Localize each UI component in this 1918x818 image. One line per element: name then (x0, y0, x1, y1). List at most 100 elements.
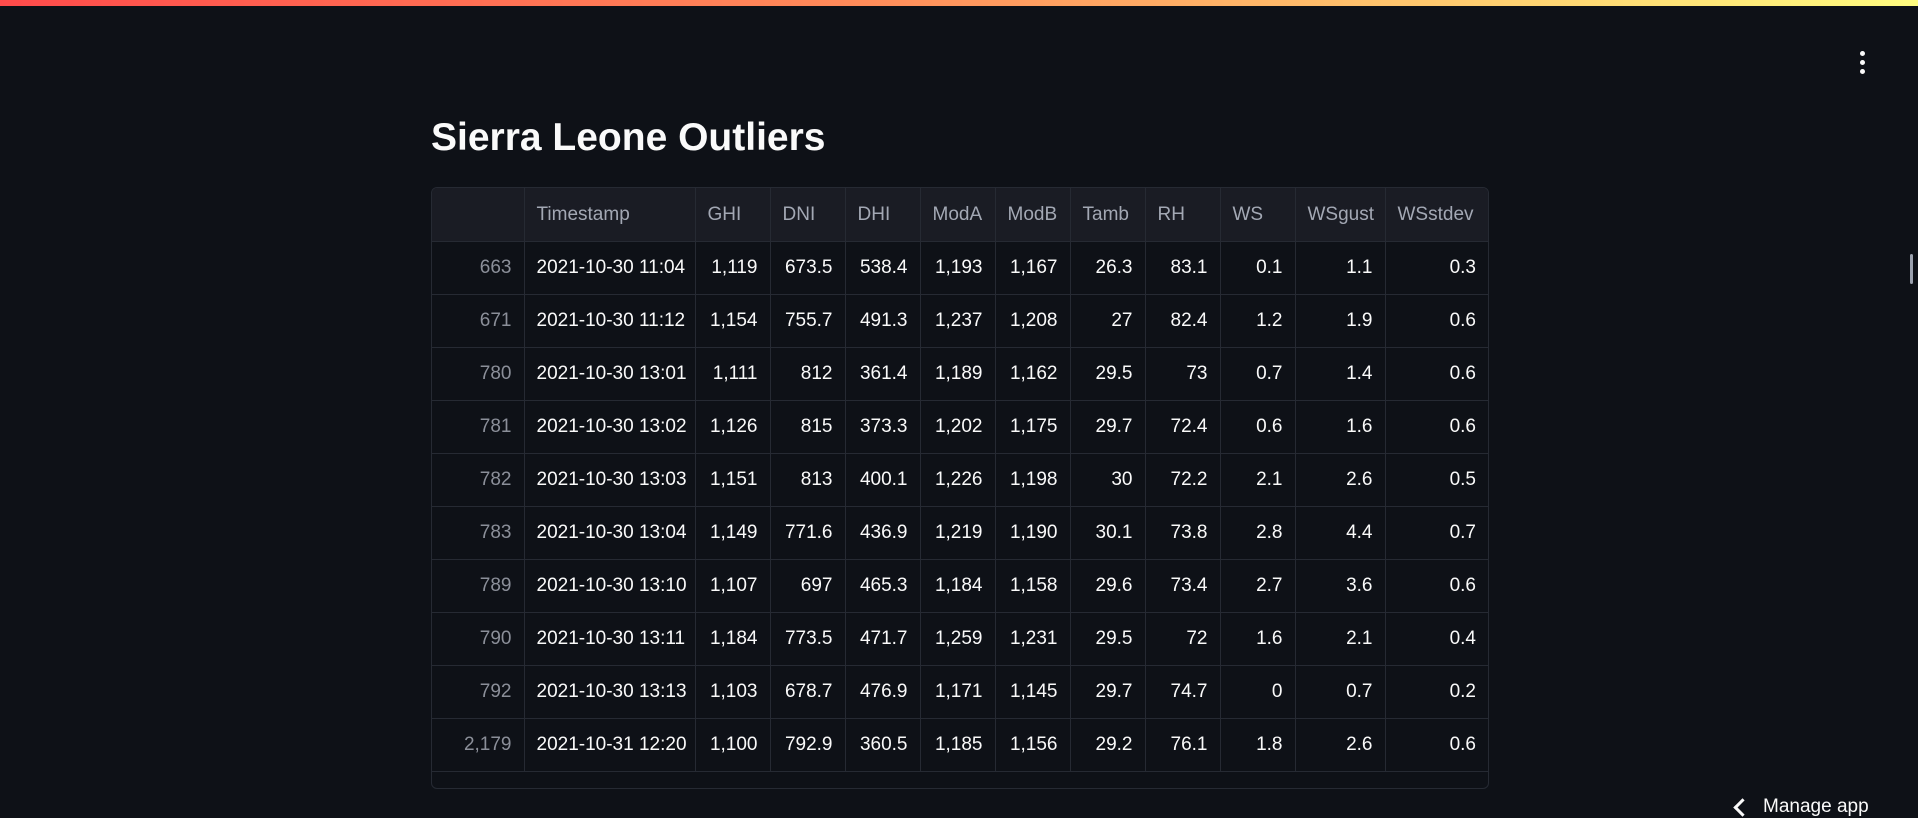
table-cell[interactable]: 436.9 (845, 506, 921, 560)
table-row[interactable]: 781 2021-10-30 13:02 1,126 815 373.3 1,202 1,1… (432, 400, 1488, 454)
table-cell[interactable]: 1,162 (995, 347, 1071, 401)
table-cell[interactable]: 1,171 (920, 665, 996, 719)
table-cell[interactable]: 1,107 (695, 559, 771, 613)
row-index-cell[interactable]: 783 (432, 506, 525, 560)
table-cell[interactable]: 773.5 (770, 612, 846, 666)
column-header-modb[interactable]: ModB (995, 188, 1071, 242)
table-cell[interactable]: 1.8 (1220, 718, 1296, 772)
table-cell[interactable]: 2021-10-30 11:12 (524, 294, 696, 348)
table-cell[interactable]: 76.1 (1145, 718, 1221, 772)
column-header-rh[interactable]: RH (1145, 188, 1221, 242)
table-cell[interactable]: 1,237 (920, 294, 996, 348)
table-cell[interactable]: 0.6 (1385, 718, 1488, 772)
column-header-wsstdev[interactable]: WSstdev (1385, 188, 1488, 242)
column-header-dni[interactable]: DNI (770, 188, 846, 242)
table-cell[interactable]: 1,193 (920, 241, 996, 295)
row-index-cell[interactable]: 780 (432, 347, 525, 401)
table-row[interactable]: 671 2021-10-30 11:12 1,154 755.7 491.3 1,237 1… (432, 294, 1488, 348)
table-cell[interactable]: 1,185 (920, 718, 996, 772)
table-cell[interactable]: 2021-10-30 13:03 (524, 453, 696, 507)
table-cell[interactable]: 29.2 (1070, 718, 1146, 772)
table-cell[interactable]: 83.1 (1145, 241, 1221, 295)
table-cell[interactable]: 3.6 (1295, 559, 1386, 613)
table-cell[interactable]: 72.4 (1145, 400, 1221, 454)
table-cell[interactable]: 82.4 (1145, 294, 1221, 348)
table-cell[interactable]: 1,189 (920, 347, 996, 401)
page-scrollbar-thumb[interactable] (1910, 254, 1913, 284)
main-menu-button[interactable] (1844, 44, 1880, 80)
table-cell[interactable]: 0.4 (1385, 612, 1488, 666)
table-cell[interactable]: 678.7 (770, 665, 846, 719)
table-cell[interactable]: 29.7 (1070, 665, 1146, 719)
table-cell[interactable]: 2021-10-30 13:04 (524, 506, 696, 560)
table-cell[interactable]: 0.7 (1295, 665, 1386, 719)
table-cell[interactable]: 1,184 (695, 612, 771, 666)
row-index-cell[interactable]: 781 (432, 400, 525, 454)
table-cell[interactable]: 2021-10-30 11:04 (524, 241, 696, 295)
table-row[interactable]: 792 2021-10-30 13:13 1,103 678.7 476.9 1,171 1… (432, 665, 1488, 719)
table-cell[interactable]: 538.4 (845, 241, 921, 295)
table-cell[interactable]: 755.7 (770, 294, 846, 348)
table-cell[interactable]: 0.1 (1220, 241, 1296, 295)
table-row[interactable]: 789 2021-10-30 13:10 1,107 697 465.3 1,184 1,1… (432, 559, 1488, 613)
table-cell[interactable]: 29.6 (1070, 559, 1146, 613)
table-cell[interactable]: 29.5 (1070, 612, 1146, 666)
table-cell[interactable]: 1,219 (920, 506, 996, 560)
row-index-cell[interactable]: 671 (432, 294, 525, 348)
table-cell[interactable]: 1.4 (1295, 347, 1386, 401)
table-cell[interactable]: 1.6 (1220, 612, 1296, 666)
table-cell[interactable]: 812 (770, 347, 846, 401)
table-cell[interactable]: 1,154 (695, 294, 771, 348)
table-cell[interactable]: 0.6 (1385, 347, 1488, 401)
table-cell[interactable]: 1.9 (1295, 294, 1386, 348)
table-cell[interactable]: 1.6 (1295, 400, 1386, 454)
table-cell[interactable]: 373.3 (845, 400, 921, 454)
table-row[interactable]: 783 2021-10-30 13:04 1,149 771.6 436.9 1,219 1… (432, 506, 1488, 560)
table-cell[interactable]: 361.4 (845, 347, 921, 401)
table-cell[interactable]: 2021-10-30 13:13 (524, 665, 696, 719)
column-header-ghi[interactable]: GHI (695, 188, 771, 242)
table-cell[interactable]: 0.6 (1220, 400, 1296, 454)
table-cell[interactable]: 1,158 (995, 559, 1071, 613)
table-cell[interactable]: 0.6 (1385, 400, 1488, 454)
table-cell[interactable]: 2021-10-30 13:02 (524, 400, 696, 454)
table-cell[interactable]: 27 (1070, 294, 1146, 348)
table-cell[interactable]: 476.9 (845, 665, 921, 719)
table-cell[interactable]: 0.5 (1385, 453, 1488, 507)
table-cell[interactable]: 0.6 (1385, 559, 1488, 613)
table-cell[interactable]: 1,119 (695, 241, 771, 295)
table-cell[interactable]: 2.6 (1295, 718, 1386, 772)
table-cell[interactable]: 697 (770, 559, 846, 613)
table-cell[interactable]: 1,149 (695, 506, 771, 560)
table-cell[interactable]: 813 (770, 453, 846, 507)
manage-app-button[interactable]: Manage app (1730, 796, 1869, 818)
table-cell[interactable]: 1,202 (920, 400, 996, 454)
column-header-timestamp[interactable]: Timestamp (524, 188, 696, 242)
table-cell[interactable]: 1.1 (1295, 241, 1386, 295)
table-cell[interactable]: 1,100 (695, 718, 771, 772)
table-cell[interactable]: 72.2 (1145, 453, 1221, 507)
table-cell[interactable]: 1,226 (920, 453, 996, 507)
table-cell[interactable]: 815 (770, 400, 846, 454)
table-cell[interactable]: 1,151 (695, 453, 771, 507)
table-cell[interactable]: 1,190 (995, 506, 1071, 560)
column-header-tamb[interactable]: Tamb (1070, 188, 1146, 242)
table-cell[interactable]: 2.1 (1220, 453, 1296, 507)
table-cell[interactable]: 400.1 (845, 453, 921, 507)
table-cell[interactable]: 4.4 (1295, 506, 1386, 560)
column-header-index[interactable] (432, 188, 525, 242)
table-cell[interactable]: 73.8 (1145, 506, 1221, 560)
table-cell[interactable]: 1.2 (1220, 294, 1296, 348)
table-cell[interactable]: 471.7 (845, 612, 921, 666)
table-cell[interactable]: 2021-10-30 13:01 (524, 347, 696, 401)
table-cell[interactable]: 673.5 (770, 241, 846, 295)
table-cell[interactable]: 491.3 (845, 294, 921, 348)
table-cell[interactable]: 29.5 (1070, 347, 1146, 401)
row-index-cell[interactable]: 789 (432, 559, 525, 613)
row-index-cell[interactable]: 782 (432, 453, 525, 507)
table-cell[interactable]: 0.7 (1220, 347, 1296, 401)
table-cell[interactable]: 1,126 (695, 400, 771, 454)
table-cell[interactable]: 1,145 (995, 665, 1071, 719)
table-cell[interactable]: 1,111 (695, 347, 771, 401)
table-row[interactable]: 663 2021-10-30 11:04 1,119 673.5 538.4 1,193 1… (432, 241, 1488, 295)
